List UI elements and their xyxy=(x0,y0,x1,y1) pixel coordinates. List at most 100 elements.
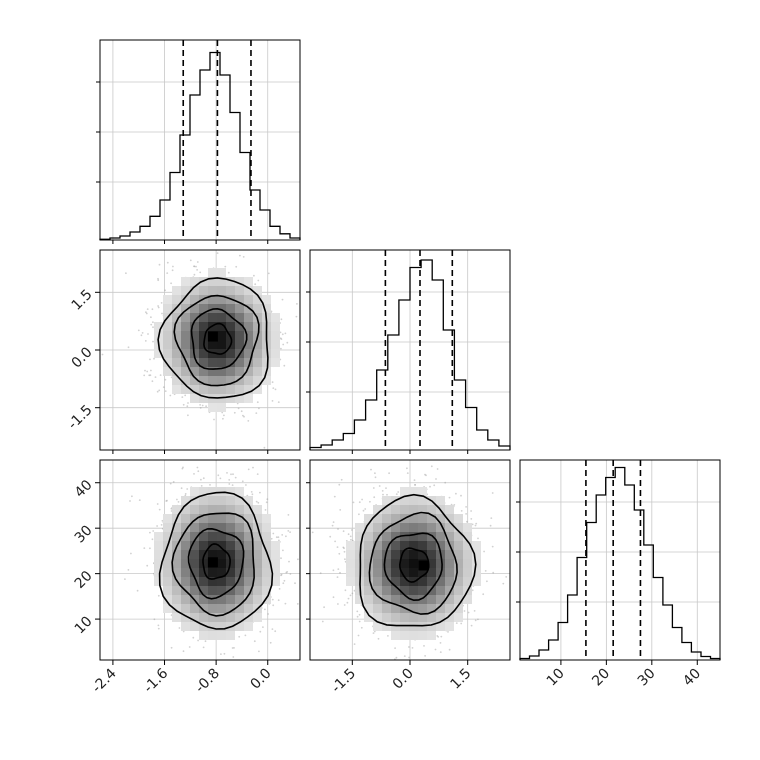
density-cell xyxy=(208,586,217,595)
density-cell xyxy=(454,532,463,541)
x-tick-label: -2.4 xyxy=(89,665,120,696)
density-cell xyxy=(244,586,253,595)
density-cell xyxy=(346,541,355,550)
sample-point xyxy=(150,369,152,372)
density-cell xyxy=(235,313,244,322)
sample-point xyxy=(152,321,154,324)
density-cell xyxy=(253,358,262,367)
density-cell xyxy=(418,604,427,613)
density-cell xyxy=(436,532,445,541)
sample-point xyxy=(220,653,222,655)
density-cell xyxy=(454,595,463,604)
density-cell xyxy=(163,295,172,304)
density-cell xyxy=(226,367,235,376)
sample-point xyxy=(289,531,291,533)
sample-point xyxy=(490,517,493,519)
density-cell xyxy=(400,541,409,550)
sample-point xyxy=(356,615,359,618)
density-cell xyxy=(172,358,181,367)
density-cell xyxy=(271,559,280,568)
density-cell xyxy=(226,376,235,385)
density-cell xyxy=(190,577,199,586)
density-cell xyxy=(427,586,436,595)
sample-point xyxy=(255,412,258,414)
sample-point xyxy=(342,530,345,533)
density-cell xyxy=(445,577,454,586)
sample-point xyxy=(258,407,260,410)
density-cell xyxy=(154,550,163,559)
density-cell xyxy=(262,550,271,559)
density-cell xyxy=(355,550,364,559)
sample-point xyxy=(150,316,152,319)
density-cell xyxy=(199,349,208,358)
sample-point xyxy=(219,477,222,480)
density-cell xyxy=(391,595,400,604)
density-cell xyxy=(391,550,400,559)
density-cell xyxy=(190,505,199,514)
sample-point xyxy=(283,364,286,367)
sample-point xyxy=(339,571,341,574)
density-cell xyxy=(172,613,181,622)
density-cell xyxy=(172,376,181,385)
density-cell xyxy=(445,505,454,514)
density-cell xyxy=(172,340,181,349)
density-cell xyxy=(190,304,199,313)
sample-point xyxy=(342,546,345,549)
density-cell xyxy=(262,523,271,532)
density-cell xyxy=(181,541,190,550)
density-cell xyxy=(235,331,244,340)
sample-point xyxy=(149,547,151,550)
sample-point xyxy=(144,369,146,372)
sample-point xyxy=(436,635,439,637)
density-cell xyxy=(226,304,235,313)
sample-point xyxy=(178,627,181,629)
sample-point xyxy=(337,528,339,530)
sample-point xyxy=(286,341,289,344)
density-cell xyxy=(217,559,226,568)
density-cell xyxy=(244,349,253,358)
density-cell xyxy=(262,532,271,541)
sample-point xyxy=(255,244,257,246)
density-cell xyxy=(253,532,262,541)
density-cell xyxy=(172,295,181,304)
density-cell xyxy=(163,523,172,532)
contour-line xyxy=(398,547,430,583)
density-cell xyxy=(217,385,226,394)
sample-point xyxy=(280,557,282,560)
sample-point xyxy=(329,535,332,538)
density-cell xyxy=(208,376,217,385)
density-cell xyxy=(181,286,190,295)
density-cell xyxy=(217,496,226,505)
density-cell xyxy=(472,568,481,577)
sample-point xyxy=(157,624,160,627)
sample-point xyxy=(158,389,161,392)
density-peak xyxy=(418,560,429,571)
contour-line xyxy=(359,493,477,627)
density-cell xyxy=(436,523,445,532)
density-cell xyxy=(454,577,463,586)
density-cell xyxy=(226,487,235,496)
density-cell xyxy=(364,595,373,604)
sample-point xyxy=(444,481,447,484)
density-cell xyxy=(271,349,280,358)
density-cell xyxy=(271,313,280,322)
density-cell xyxy=(190,550,199,559)
density-cell xyxy=(181,550,190,559)
sample-point xyxy=(286,571,289,573)
density-cell xyxy=(262,376,271,385)
density-cell xyxy=(427,613,436,622)
sample-point xyxy=(512,576,514,578)
density-cell xyxy=(445,559,454,568)
sample-point xyxy=(272,604,275,607)
sample-point xyxy=(264,509,267,511)
sample-point xyxy=(440,635,443,638)
sample-point xyxy=(162,386,165,389)
density-cell xyxy=(244,532,253,541)
sample-point xyxy=(196,269,199,271)
sample-point xyxy=(414,484,416,486)
density-cell xyxy=(454,550,463,559)
density-cell xyxy=(244,613,253,622)
density-cell xyxy=(235,277,244,286)
density-cell xyxy=(199,505,208,514)
sample-point xyxy=(339,509,342,511)
